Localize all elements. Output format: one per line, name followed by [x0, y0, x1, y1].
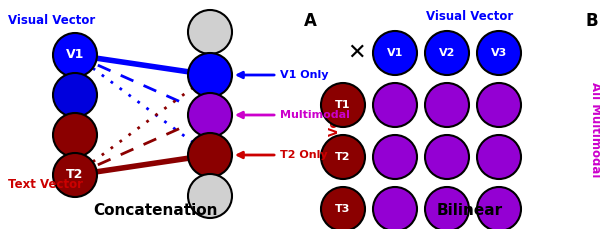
Circle shape	[373, 83, 417, 127]
Text: ✕: ✕	[347, 43, 367, 63]
Circle shape	[373, 135, 417, 179]
Text: Visual Vector: Visual Vector	[427, 10, 514, 23]
Circle shape	[477, 135, 521, 179]
Text: A: A	[304, 12, 316, 30]
Text: T2: T2	[67, 169, 83, 182]
Circle shape	[53, 33, 97, 77]
Circle shape	[425, 83, 469, 127]
Text: T1: T1	[335, 100, 351, 110]
Circle shape	[321, 83, 365, 127]
Circle shape	[53, 113, 97, 157]
Circle shape	[425, 31, 469, 75]
Circle shape	[373, 31, 417, 75]
Text: Multimodal: Multimodal	[280, 110, 350, 120]
Text: Bilinear: Bilinear	[437, 203, 503, 218]
Text: All Multimodal: All Multimodal	[589, 82, 600, 178]
Circle shape	[188, 53, 232, 97]
Text: V1: V1	[66, 49, 84, 62]
Circle shape	[477, 31, 521, 75]
Text: Concatenation: Concatenation	[93, 203, 217, 218]
Circle shape	[188, 10, 232, 54]
Circle shape	[425, 187, 469, 229]
Text: T2 Only: T2 Only	[280, 150, 328, 160]
Circle shape	[53, 153, 97, 197]
Circle shape	[188, 133, 232, 177]
Text: T3: T3	[335, 204, 350, 214]
Circle shape	[188, 93, 232, 137]
Circle shape	[477, 83, 521, 127]
Text: V1: V1	[387, 48, 403, 58]
Circle shape	[321, 187, 365, 229]
Text: V3: V3	[491, 48, 507, 58]
Text: Text Vector: Text Vector	[8, 178, 83, 191]
Text: Visual Vector: Visual Vector	[8, 14, 95, 27]
Circle shape	[477, 187, 521, 229]
Text: V1 Only: V1 Only	[280, 70, 329, 80]
Circle shape	[321, 135, 365, 179]
Text: Text Vector: Text Vector	[329, 93, 341, 167]
Circle shape	[373, 187, 417, 229]
Circle shape	[425, 135, 469, 179]
Circle shape	[53, 73, 97, 117]
Text: B: B	[586, 12, 598, 30]
Text: V2: V2	[439, 48, 455, 58]
Text: T2: T2	[335, 152, 351, 162]
Circle shape	[188, 174, 232, 218]
